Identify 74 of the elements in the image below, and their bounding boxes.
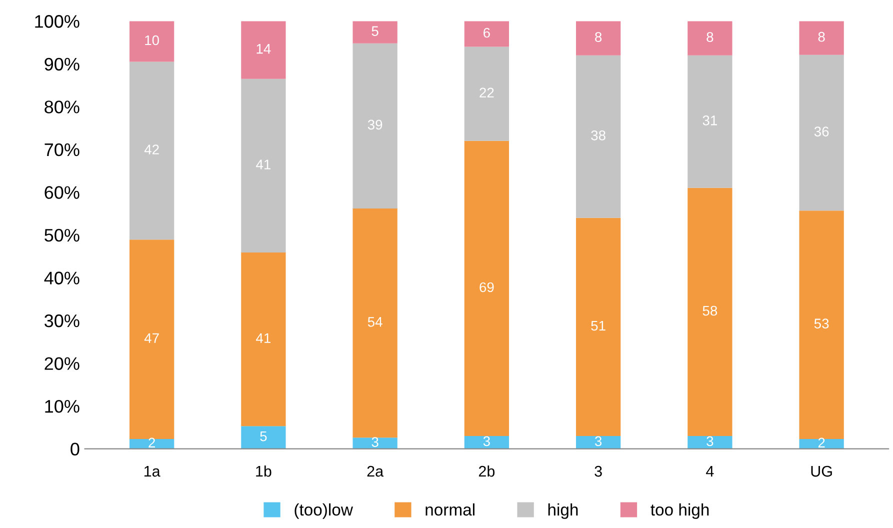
x-tick-label: 1b [256,465,272,477]
bar [129,62,174,240]
bar [352,43,398,208]
bar [688,188,732,436]
x-tick-label: 2a [367,466,384,477]
legend-label: normal [426,503,474,516]
data-label: 10 [145,35,159,46]
x-tick-label: 4 [706,466,714,477]
bar [464,140,510,436]
data-label: 6 [484,28,490,38]
x-tick-label: 3 [594,466,602,477]
data-label: 22 [480,88,494,98]
data-label: 3 [706,436,714,446]
y-tick-label: 30% [44,314,80,328]
data-label: 41 [256,333,270,343]
bar [688,436,732,449]
data-label: 53 [814,318,829,328]
data-label: 58 [702,306,718,316]
data-label: 5 [260,432,267,442]
bar [576,21,621,56]
data-label: 8 [706,32,714,42]
data-label: 42 [144,144,159,154]
bar [352,438,398,449]
data-label: 36 [814,126,829,136]
y-tick-label: 0 [70,442,80,456]
legend-label: too high [650,503,709,519]
data-label: 3 [594,436,602,446]
bar [688,55,732,188]
data-label: 3 [372,437,378,447]
data-label: 54 [368,317,382,327]
bar [129,240,174,439]
bar [129,21,174,62]
data-label: 31 [702,116,717,126]
data-label: 39 [368,120,382,130]
data-label: 8 [818,32,825,42]
data-label: 2 [148,438,155,448]
bar [576,55,621,218]
bar [352,21,398,44]
data-label: 41 [256,160,270,170]
y-tick-label: 40% [44,272,80,284]
x-tick-label: 1a [144,466,160,477]
y-tick-label: 20% [44,357,80,370]
y-tick-label: 50% [44,228,80,242]
y-tick-label: 60% [44,186,80,199]
bar [576,218,621,436]
bar [688,21,732,56]
legend-label: (too)low [294,503,353,519]
data-label: 3 [483,436,490,446]
bar [241,252,286,426]
bar [799,210,844,439]
data-label: 2 [818,438,825,448]
data-label: 5 [372,26,378,36]
bar [464,21,510,47]
data-label: 38 [591,130,606,140]
x-tick-label: 2b [478,465,495,477]
data-label: 8 [595,32,602,42]
data-label: 14 [256,44,271,54]
x-tick-label: UG [811,466,832,477]
bar [799,21,844,55]
y-tick-label: 70% [44,143,80,156]
data-label: 69 [480,282,494,292]
y-tick-label: 100% [35,15,80,28]
y-tick-label: 90% [44,58,80,71]
data-label: 51 [591,320,606,331]
bar [241,426,286,449]
y-tick-label: 80% [44,100,80,114]
y-tick-label: 10% [45,400,80,413]
data-label: 47 [144,333,159,343]
legend-label: high [548,503,578,519]
bar [241,21,286,79]
bar [464,46,510,141]
bar [241,78,286,252]
bar [352,208,398,438]
bar [799,54,844,211]
